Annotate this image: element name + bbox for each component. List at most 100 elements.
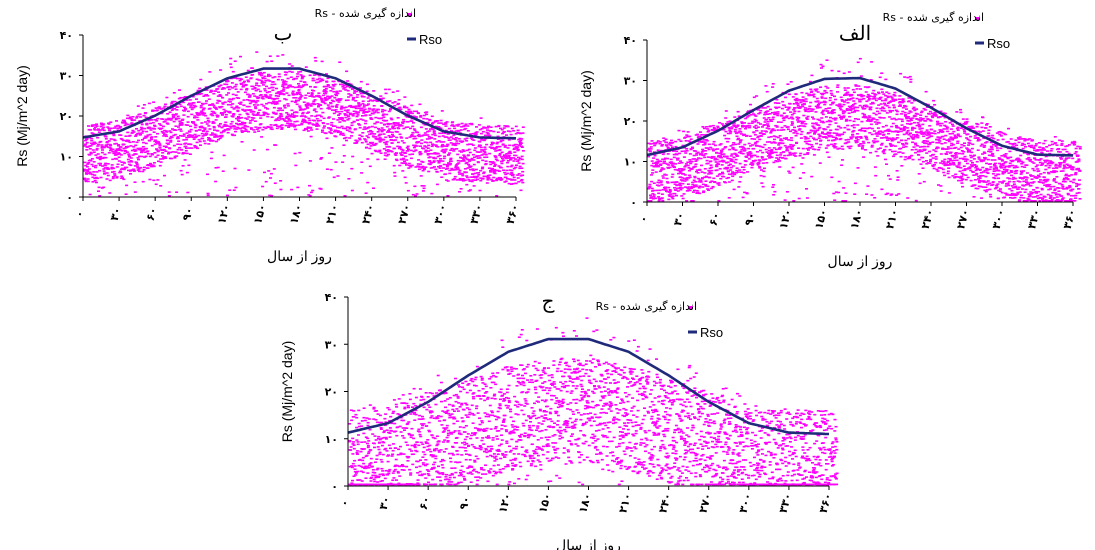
data-point	[480, 154, 484, 156]
data-point	[234, 130, 237, 133]
data-point	[437, 122, 441, 124]
data-point	[491, 161, 495, 163]
data-point	[188, 147, 192, 149]
data-point	[489, 178, 493, 181]
data-point	[752, 131, 756, 134]
data-point	[916, 131, 920, 134]
data-point	[178, 120, 182, 123]
data-point	[872, 130, 876, 132]
data-point	[866, 96, 870, 98]
data-point	[106, 143, 110, 146]
data-point	[293, 125, 297, 128]
data-point	[85, 173, 89, 175]
data-point	[661, 200, 665, 202]
data-point	[751, 120, 755, 123]
data-point	[465, 183, 469, 186]
data-point	[274, 103, 277, 105]
data-point	[464, 157, 468, 159]
data-point	[824, 97, 828, 100]
data-point	[394, 154, 398, 156]
data-point	[122, 168, 126, 171]
data-point	[806, 152, 810, 154]
data-point	[687, 167, 691, 169]
data-point	[467, 178, 471, 181]
data-point	[507, 152, 511, 155]
data-point	[445, 163, 449, 166]
data-point	[176, 136, 180, 138]
data-point	[161, 158, 165, 160]
data-point	[771, 111, 774, 114]
data-point	[773, 111, 777, 114]
data-point	[428, 160, 431, 162]
data-point	[427, 170, 431, 173]
data-point	[803, 125, 807, 128]
data-point	[492, 142, 495, 144]
data-point	[812, 93, 816, 96]
data-point	[354, 105, 358, 107]
data-point	[862, 97, 866, 100]
data-point	[688, 176, 692, 178]
data-point	[869, 79, 873, 81]
data-point	[89, 144, 93, 147]
data-point	[462, 154, 466, 156]
data-point	[853, 102, 857, 105]
data-point	[135, 115, 139, 118]
data-point	[719, 177, 723, 180]
data-point	[761, 162, 765, 164]
data-point	[316, 120, 320, 122]
data-point	[370, 130, 374, 133]
data-point	[907, 100, 911, 102]
data-point	[351, 155, 355, 158]
data-point	[515, 146, 519, 149]
data-point	[184, 107, 187, 110]
data-point	[297, 85, 301, 87]
data-point	[711, 124, 715, 127]
data-point	[357, 105, 361, 108]
data-point	[797, 197, 801, 200]
data-point	[271, 76, 275, 79]
data-point	[718, 168, 722, 170]
data-point	[299, 96, 303, 98]
data-point	[355, 90, 359, 93]
data-point	[791, 96, 795, 98]
data-point	[664, 174, 668, 176]
data-point	[89, 160, 93, 162]
data-point	[834, 191, 838, 193]
data-point	[703, 150, 707, 152]
data-point	[326, 84, 330, 87]
data-point	[298, 98, 302, 100]
data-point	[257, 85, 261, 87]
data-point	[434, 144, 438, 146]
data-point	[320, 157, 324, 159]
data-point	[274, 123, 278, 126]
data-point	[207, 137, 210, 139]
data-point	[299, 108, 303, 110]
data-point	[710, 169, 714, 172]
data-point	[242, 84, 246, 86]
data-point	[170, 157, 173, 160]
data-point	[206, 119, 210, 122]
data-point	[461, 149, 465, 151]
data-point	[838, 104, 842, 106]
data-point	[290, 109, 294, 112]
data-point	[407, 148, 410, 151]
data-point	[794, 155, 798, 157]
data-point	[817, 133, 821, 136]
data-point	[169, 139, 173, 142]
data-point	[482, 126, 486, 128]
data-point	[486, 132, 490, 135]
data-point	[474, 168, 478, 171]
data-point	[486, 174, 490, 177]
data-point	[671, 197, 675, 200]
data-point	[649, 194, 652, 197]
data-point	[815, 97, 819, 100]
data-point	[83, 161, 87, 164]
data-point	[679, 185, 683, 187]
data-point	[313, 119, 317, 122]
data-point	[681, 197, 685, 200]
data-point	[803, 107, 807, 109]
data-point	[808, 147, 812, 149]
data-point	[721, 172, 725, 175]
data-point	[712, 149, 715, 152]
data-point	[142, 141, 145, 144]
